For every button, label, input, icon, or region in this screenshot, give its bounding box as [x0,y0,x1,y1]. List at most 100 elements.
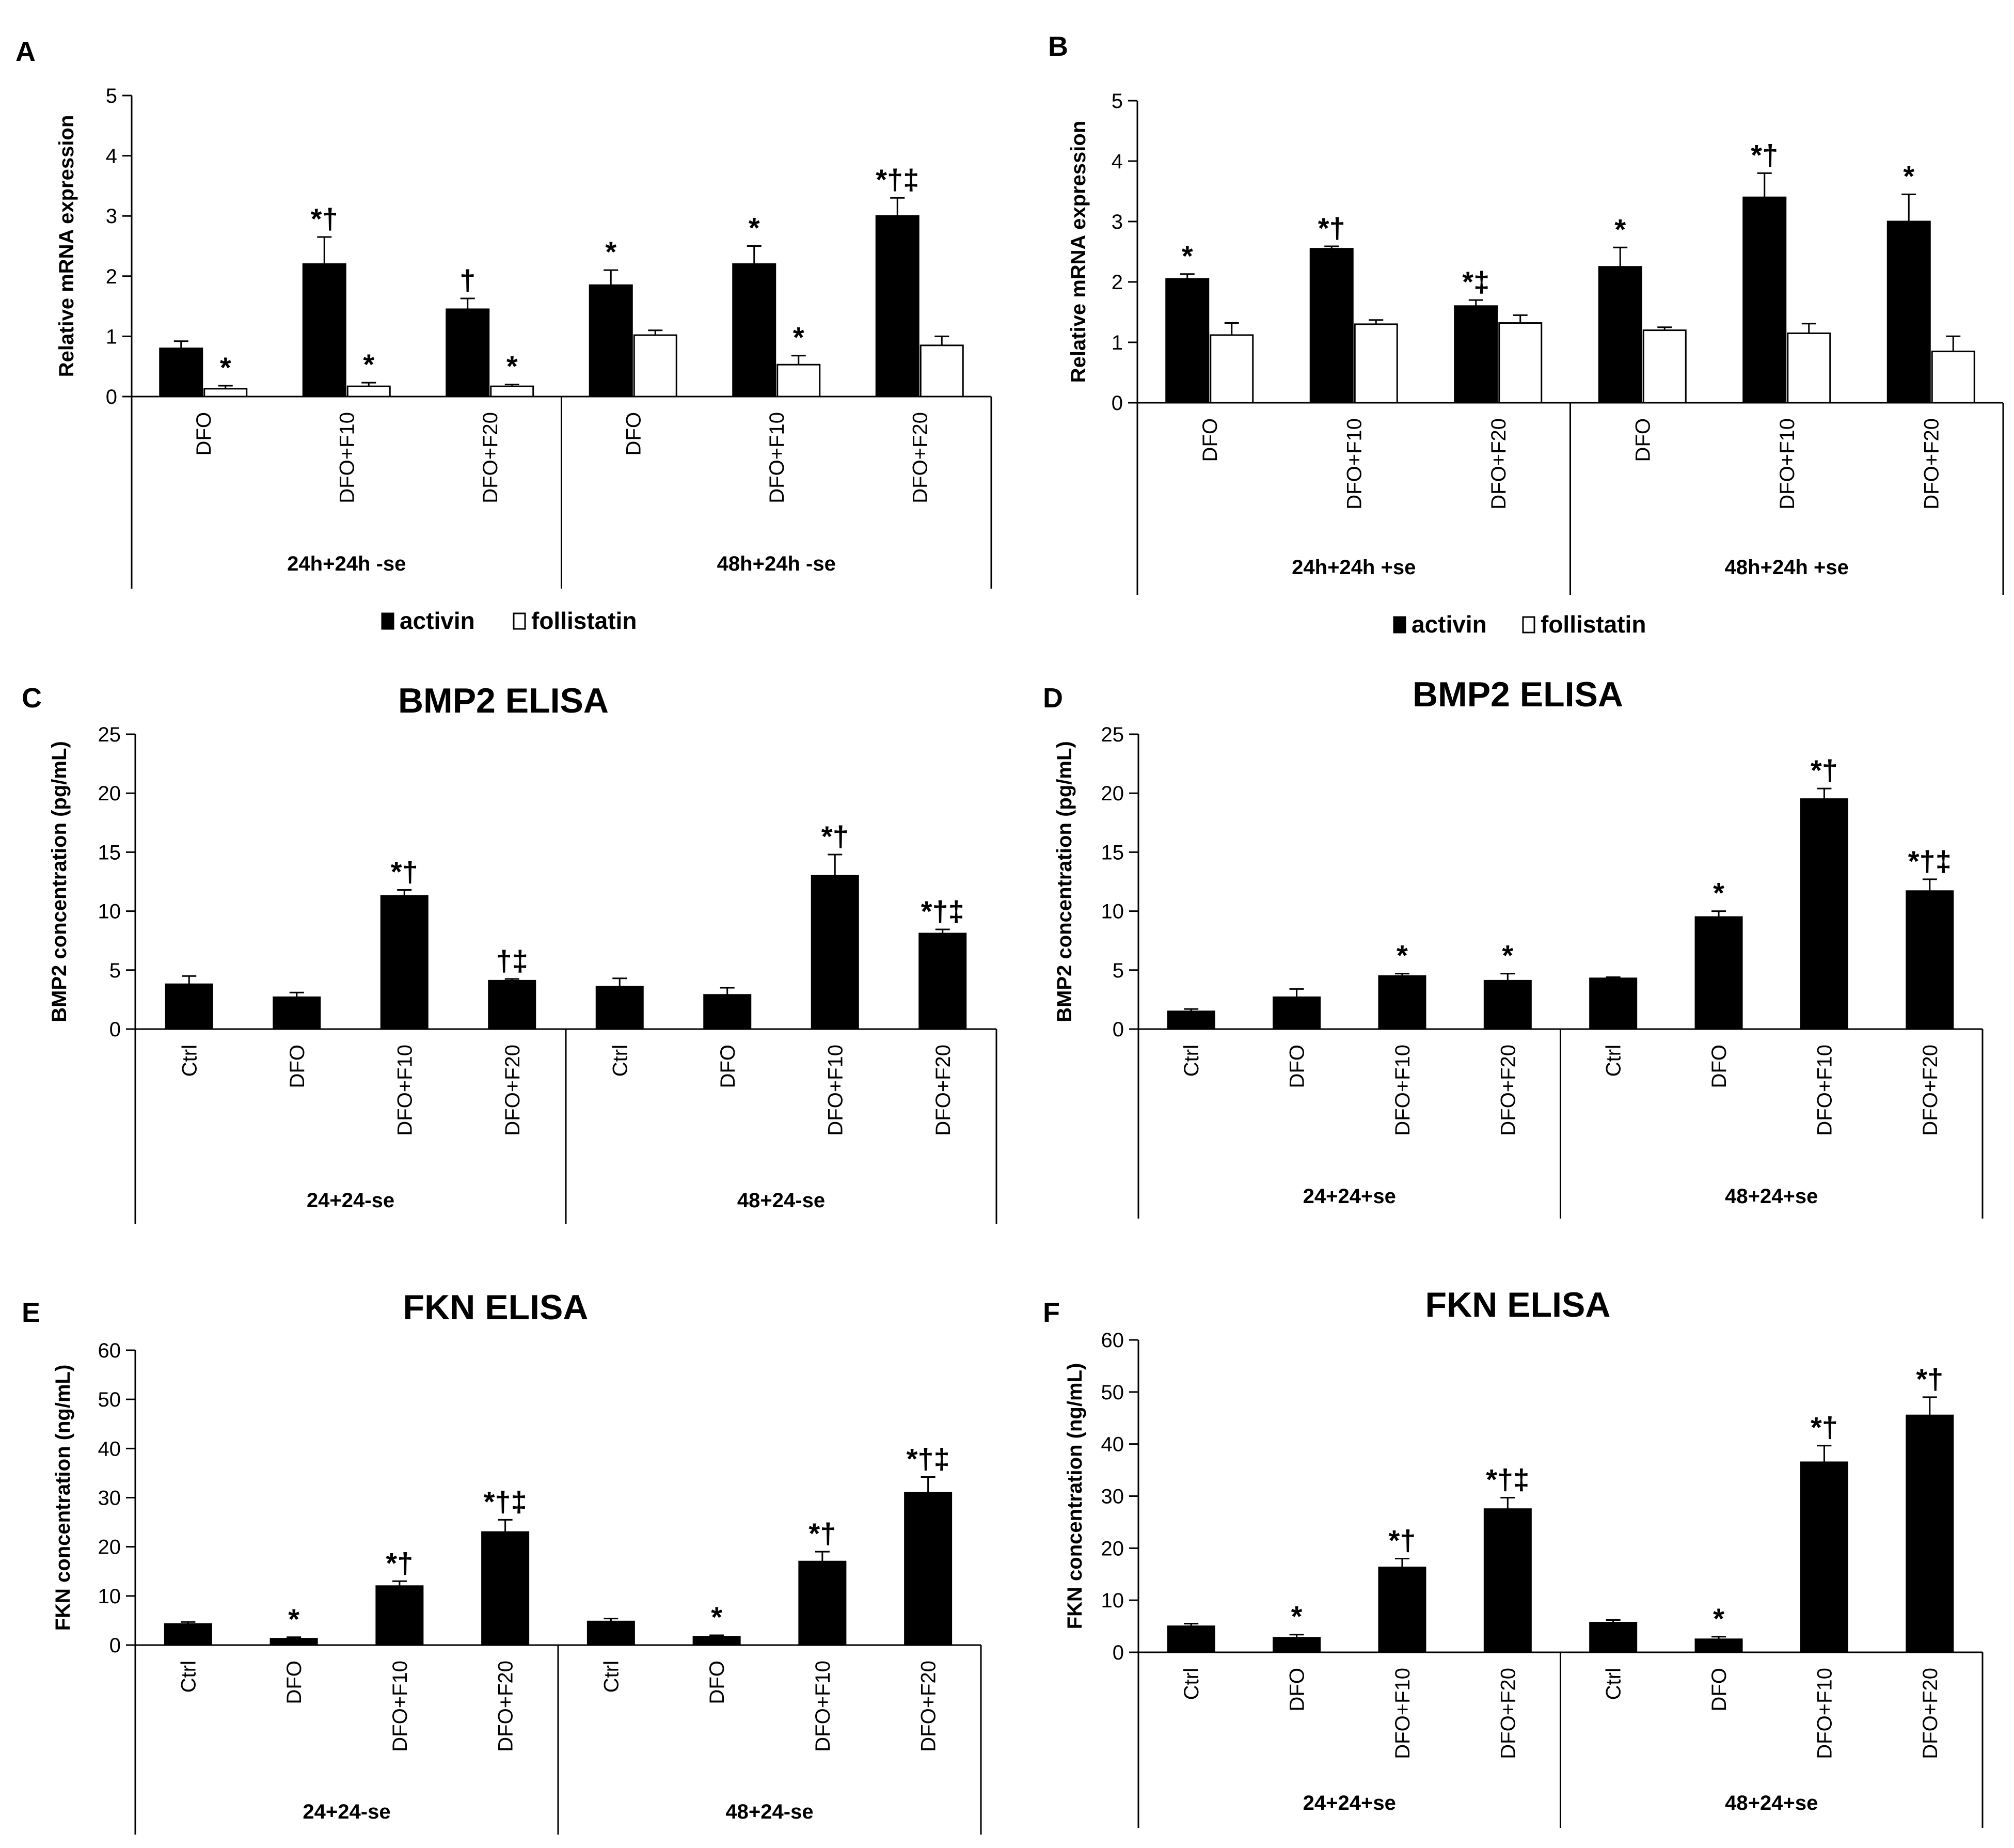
y-axis-label: FKN concentration (ng/mL) [52,1365,74,1631]
x-tick-label: DFO+F10 [1343,418,1366,510]
bar-activin [589,284,633,398]
significance-marker: * [220,351,231,384]
panel-letter: A [15,36,36,67]
x-tick-label: DFO+F10 [812,1661,834,1752]
significance-marker: *†‡ [907,1443,950,1475]
panel-letter: D [1043,683,1063,714]
significance-marker: *† [821,820,849,852]
y-tick-label: 0 [109,1018,121,1041]
legend-swatch-follistatin [513,612,526,630]
significance-marker: †‡ [496,944,528,977]
panel-letter: E [22,1297,40,1328]
bar-follistatin [203,388,248,398]
bar-fkn [904,1492,953,1646]
panel-F: F FKN ELISA 0 10 20 30 40 50 60 FKN concentration… [1043,1285,1984,1828]
bar-bmp2 [1906,890,1954,1030]
panel-E: E FKN ELISA 0 10 20 30 40 50 60 FKN concentration… [22,1288,982,1835]
significance-marker: * [1903,160,1914,192]
y-tick-label: 30 [98,1487,121,1510]
y-axis-label: BMP2 concentration (pg/mL) [48,741,71,1022]
significance-marker: *†‡ [921,895,964,927]
chart-title: BMP2 ELISA [398,681,609,720]
x-tick-label: Ctrl [1603,1668,1625,1700]
y-tick-label: 20 [1101,1537,1124,1560]
y-tick-label: 25 [98,723,121,746]
bar-bmp2 [1589,977,1638,1030]
bar-activin [1309,248,1354,404]
group-label: 24+24+se [1303,1792,1396,1814]
x-tick-label: DFO+F10 [389,1661,411,1752]
bar-activin [875,215,919,398]
x-tick-label: Ctrl [1180,1045,1203,1077]
significance-marker: *† [1811,1411,1838,1444]
bar-follistatin [1498,322,1543,404]
legend-swatch-follistatin [1522,616,1535,634]
bar-bmp2 [1483,980,1532,1030]
y-tick-label: 40 [98,1438,121,1460]
legend-label-activin: activin [400,607,475,634]
group-label: 48h+24h -se [717,552,836,575]
bar-fkn [798,1560,847,1646]
bar-fkn [1800,1461,1848,1653]
bar-follistatin [1354,323,1398,404]
x-tick-label: DFO+F10 [824,1045,847,1136]
x-tick-label: DFO+F10 [1391,1668,1414,1759]
bar-bmp2 [1694,916,1743,1030]
bar-fkn [692,1636,741,1646]
x-tick-label: Ctrl [609,1045,631,1077]
x-tick-label: DFO+F20 [932,1045,955,1136]
bar-bmp2 [703,994,752,1030]
x-tick-label: Ctrl [1603,1045,1625,1077]
bar-follistatin [1787,332,1831,404]
x-tick-label: DFO+F20 [909,412,931,503]
x-tick-label: DFO [1286,1668,1309,1711]
bar-activin [1742,196,1787,404]
bar-bmp2 [595,986,644,1030]
bar-activin [1886,220,1931,404]
significance-marker: *† [808,1517,836,1550]
y-tick-label: 0 [106,386,117,408]
x-tick-label: Ctrl [600,1661,623,1693]
y-tick-label: 20 [1101,782,1124,805]
legend-label-follistatin: follistatin [1541,611,1646,638]
group-label: 24+24-se [303,1800,390,1823]
y-tick-label: 20 [98,782,121,805]
x-tick-label: Ctrl [178,1045,201,1077]
bar-activin [1165,278,1210,404]
legend-label-activin: activin [1412,611,1487,638]
panel-letter: F [1043,1297,1060,1328]
bar-bmp2 [488,980,536,1030]
y-axis-label: FKN concentration (ng/mL) [1064,1363,1086,1630]
x-tick-label: DFO [1286,1045,1309,1088]
significance-marker: * [605,235,616,268]
panel-D: D BMP2 ELISA 0 5 10 15 20 25 BMP2 concentration … [1043,675,1984,1219]
y-tick-label: 0 [1113,1641,1124,1664]
x-tick-label: Ctrl [1180,1668,1203,1700]
significance-marker: *† [1916,1363,1943,1395]
panel-letter: B [1048,31,1068,62]
y-tick-label: 30 [1101,1486,1124,1508]
group-label: 48+24+se [1725,1185,1818,1208]
bar-bmp2 [1273,996,1321,1030]
bar-fkn [1167,1625,1215,1653]
x-tick-label: DFO [1708,1668,1731,1711]
bar-follistatin [1931,351,1975,404]
significance-marker: *† [1318,212,1345,244]
y-tick-label: 50 [98,1388,121,1411]
y-tick-label: 4 [106,145,117,168]
x-tick-label: DFO+F20 [1487,418,1510,510]
x-tick-label: DFO [1199,418,1222,462]
y-tick-label: 5 [1112,90,1123,113]
chart-title: FKN ELISA [1425,1285,1611,1324]
x-tick-label: DFO+F10 [1776,418,1799,510]
y-tick-label: 3 [106,205,117,228]
y-tick-label: 50 [1101,1381,1124,1404]
significance-marker: *‡ [1462,265,1489,298]
bar-fkn [1483,1508,1532,1653]
y-tick-label: 0 [109,1634,121,1657]
significance-marker: *† [1751,138,1778,171]
bar-follistatin [1210,334,1254,404]
bar-fkn [1378,1567,1426,1653]
x-tick-label: DFO+F10 [336,412,358,503]
group-label: 24h+24h +se [1292,556,1416,579]
